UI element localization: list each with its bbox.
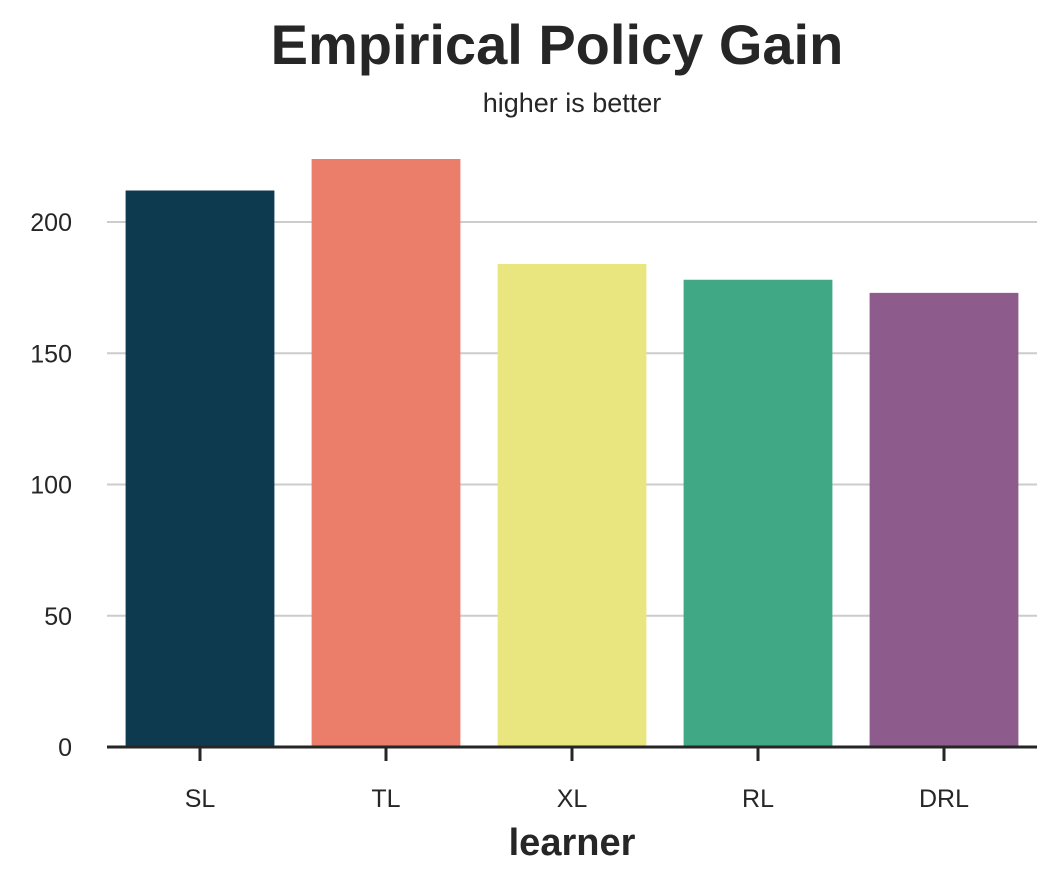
bar-xl: [497, 264, 647, 747]
x-tick-label-drl: DRL: [919, 785, 969, 813]
x-tick-label-tl: TL: [371, 785, 400, 813]
y-tick-label-100: 100: [30, 472, 72, 500]
bar-sl: [125, 190, 275, 747]
x-axis-label: learner: [509, 822, 636, 864]
y-tick-label-200: 200: [30, 209, 72, 237]
y-tick-label-150: 150: [30, 340, 72, 368]
x-axis-ticks: SL TL XL RL DRL: [185, 747, 969, 813]
chart-title: Empirical Policy Gain: [271, 13, 844, 76]
y-tick-label-50: 50: [44, 603, 72, 631]
bars: [125, 159, 1019, 747]
bar-tl: [311, 159, 461, 747]
y-tick-label-0: 0: [58, 734, 72, 762]
bar-rl: [683, 279, 833, 747]
y-axis-ticks: 0 50 100 150 200: [30, 209, 72, 762]
bar-drl: [869, 292, 1019, 747]
x-tick-label-rl: RL: [742, 785, 774, 813]
chart-subtitle: higher is better: [483, 88, 662, 118]
x-tick-label-xl: XL: [557, 785, 588, 813]
x-tick-label-sl: SL: [185, 785, 216, 813]
